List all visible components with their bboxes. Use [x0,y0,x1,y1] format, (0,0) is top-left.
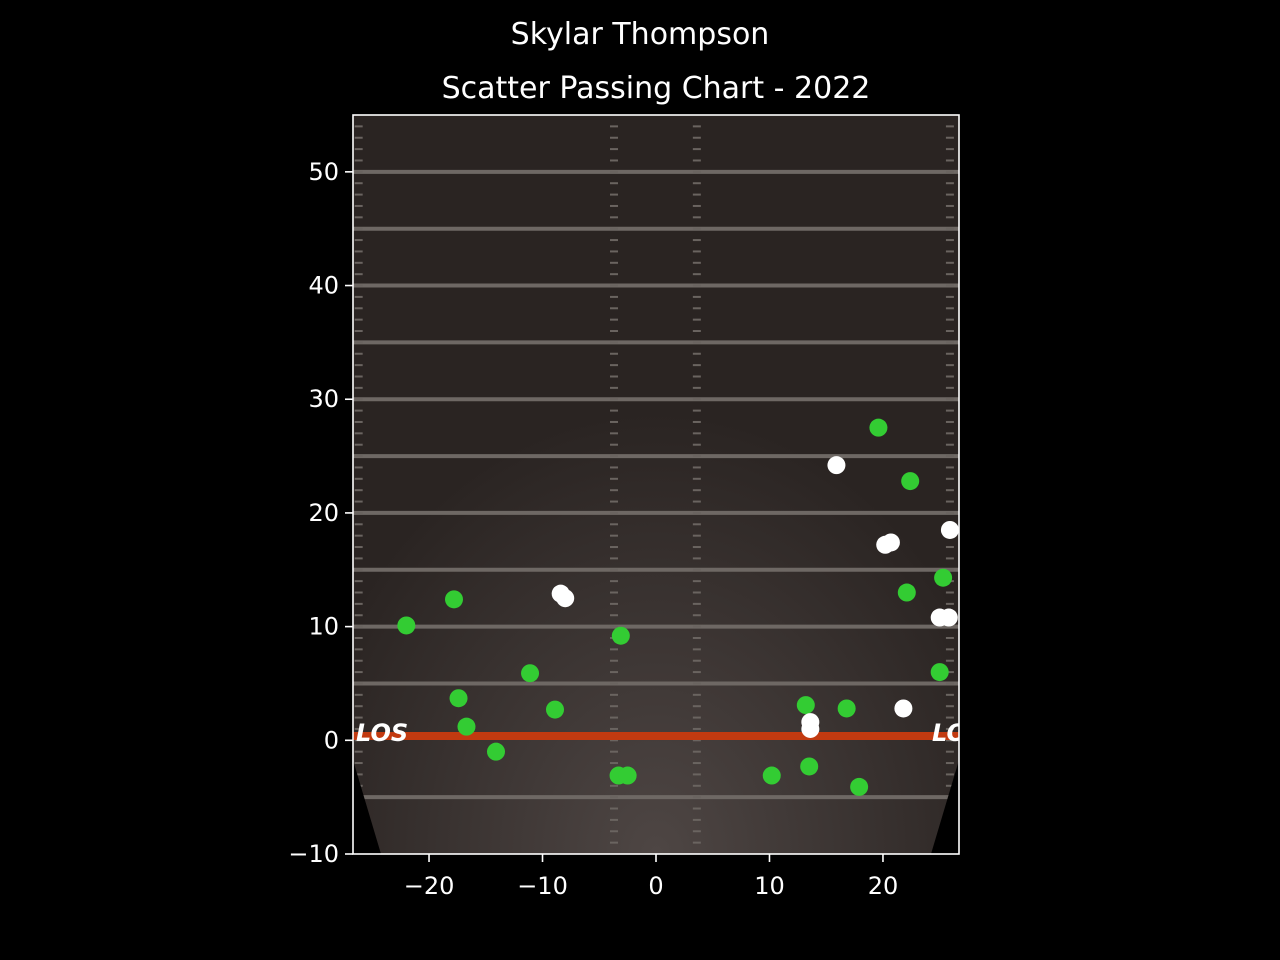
y-tick-label: 50 [308,158,339,186]
pass-point [934,568,953,587]
pass-point [521,664,540,683]
field-corner-right [931,760,959,854]
pass-points [397,418,959,796]
pass-point [486,742,505,761]
line-of-scrimmage [353,732,959,740]
y-tick-label: −10 [288,840,339,868]
pass-point [800,757,819,776]
pass-point [801,719,820,738]
pass-point [827,456,846,475]
pass-point [897,583,916,602]
pass-point [796,696,815,715]
pass-point [869,418,888,437]
field-corner-left [353,760,381,854]
pass-point [881,533,900,552]
pass-point [457,717,476,736]
y-tick-label: 10 [308,613,339,641]
pass-point [445,590,463,609]
pass-point [397,616,416,635]
pass-point [449,689,468,708]
pass-point [556,589,575,608]
pass-point [611,626,630,645]
y-tick-label: 30 [308,385,339,413]
pass-point [894,699,913,718]
y-tick-label: 40 [308,272,339,300]
pass-point [850,777,869,796]
field-turf [353,115,959,854]
x-tick-label: 10 [754,872,785,900]
pass-point [930,663,949,682]
y-axis: −10 0 10 20 30 40 50 [288,158,353,868]
yard-lines [353,169,959,800]
x-axis: −20 −10 0 10 20 [404,854,899,900]
los-label-left: LOS [356,719,408,747]
y-tick-label: 20 [308,499,339,527]
pass-point [546,700,564,719]
x-tick-label: 0 [648,872,663,900]
x-tick-label: −20 [404,872,455,900]
figure-suptitle: Skylar Thompson [511,17,770,52]
pass-point [901,472,920,491]
football-field-background: LOS LOS [353,115,984,854]
chart-title: Scatter Passing Chart - 2022 [442,71,871,106]
x-tick-label: −10 [517,872,568,900]
pass-point [618,766,637,785]
pass-point [939,608,958,627]
pass-point [940,520,959,539]
x-tick-label: 20 [868,872,899,900]
los-label-right: LOS [932,719,984,747]
y-tick-label: 0 [324,726,339,754]
pass-point [837,699,856,718]
pass-point [762,766,781,785]
